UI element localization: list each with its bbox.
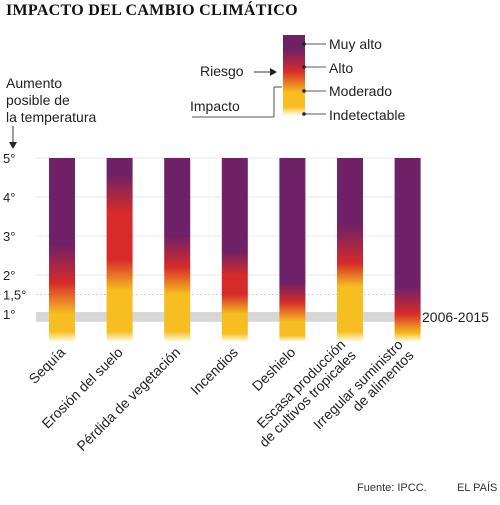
bar-4 <box>221 158 248 342</box>
bar-5 <box>279 158 306 342</box>
x-label-line: Incendios <box>187 344 241 398</box>
y-tick-label: 2° <box>3 268 15 283</box>
y-intro-line-1: Aumento <box>6 75 63 91</box>
x-label-line: Sequía <box>25 344 68 387</box>
legend-riesgo-label: Riesgo <box>200 63 244 79</box>
footer-brand: EL PAÍS <box>457 482 498 494</box>
y-tick-label: 4° <box>3 190 15 205</box>
legend-impacto-label: Impacto <box>190 98 240 114</box>
y-tick-label: 5° <box>3 151 15 166</box>
x-label-line: Pérdida de vegetación <box>73 344 183 454</box>
footer-source: Fuente: IPCC. <box>357 482 427 494</box>
y-tick-label: 3° <box>3 229 15 244</box>
chart-title: IMPACTO DEL CAMBIO CLIMÁTICO <box>6 2 298 19</box>
legend-level-alto: Alto <box>329 60 354 76</box>
bars-layer <box>49 158 421 342</box>
legend-level-muy-alto: Muy alto <box>329 36 382 52</box>
legend-dot-2 <box>302 89 306 93</box>
reference-band: 2006-2015 <box>36 309 489 325</box>
y-ticks-layer: 5° 4° 3° 2° 1,5° 1° <box>3 151 26 322</box>
bar-3 <box>164 158 191 342</box>
legend-graphic <box>9 35 326 149</box>
y-tick-label: 1,5° <box>3 288 26 303</box>
y-intro-arrowhead <box>9 142 17 149</box>
legend-swatch <box>283 35 305 115</box>
legend-dot-1 <box>302 65 306 69</box>
legend-dot-0 <box>302 42 306 46</box>
bar-1 <box>49 158 75 342</box>
bar-7 <box>394 158 421 342</box>
legend-level-moderado: Moderado <box>329 83 393 99</box>
bar-6 <box>337 158 363 342</box>
y-intro-line-2: posible de <box>6 92 70 108</box>
reference-band-label: 2006-2015 <box>422 309 489 325</box>
x-label-1: Sequía <box>25 344 68 387</box>
y-tick-label: 1° <box>3 307 15 322</box>
y-intro-line-3: la temperatura <box>6 109 97 125</box>
x-label-3: Pérdida de vegetación <box>73 344 183 454</box>
legend-riesgo-arrowhead <box>270 68 277 76</box>
bar-2 <box>106 158 133 342</box>
x-label-4: Incendios <box>187 344 241 398</box>
legend-level-indetectable: Indetectable <box>329 107 406 123</box>
legend-dot-3 <box>302 112 306 116</box>
